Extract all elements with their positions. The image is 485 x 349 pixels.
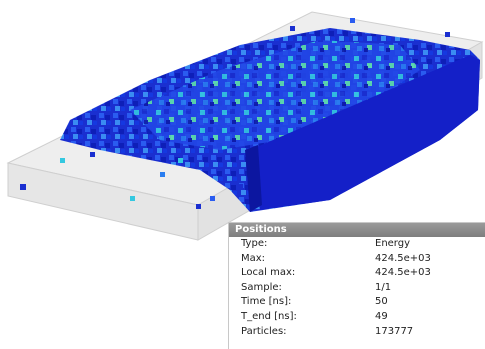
panel-row: Max:424.5e+03 [229,252,485,267]
field-value: 1/1 [375,281,485,296]
particle [210,196,215,201]
particle [130,196,135,201]
panel-row: T_end [ns]:49 [229,310,485,325]
field-label: Time [ns]: [229,295,375,310]
panel-title: Positions [229,223,485,237]
field-value: 424.5e+03 [375,252,485,267]
particle [160,172,165,177]
particle [196,204,201,209]
panel-row: Sample:1/1 [229,281,485,296]
particle [60,158,65,163]
field-value: Energy [375,237,485,252]
field-label: Type: [229,237,375,252]
particle [20,184,26,190]
particle [290,26,295,31]
particle [445,32,450,37]
field-label: Max: [229,252,375,267]
field-value: 424.5e+03 [375,266,485,281]
field-label: T_end [ns]: [229,310,375,325]
particle [238,184,243,189]
particle [90,152,95,157]
field-value: 49 [375,310,485,325]
panel-row: Time [ns]:50 [229,295,485,310]
particle [178,158,183,163]
field-value: 173777 [375,325,485,340]
panel-row: Type:Energy [229,237,485,252]
screen: {"panel": {"title": "Positions", "rows":… [0,0,485,349]
panel-row: Local max:424.5e+03 [229,266,485,281]
particle [350,18,355,23]
field-label: Local max: [229,266,375,281]
panel-row: Particles:173777 [229,325,485,340]
field-label: Sample: [229,281,375,296]
field-value: 50 [375,295,485,310]
field-label: Particles: [229,325,375,340]
